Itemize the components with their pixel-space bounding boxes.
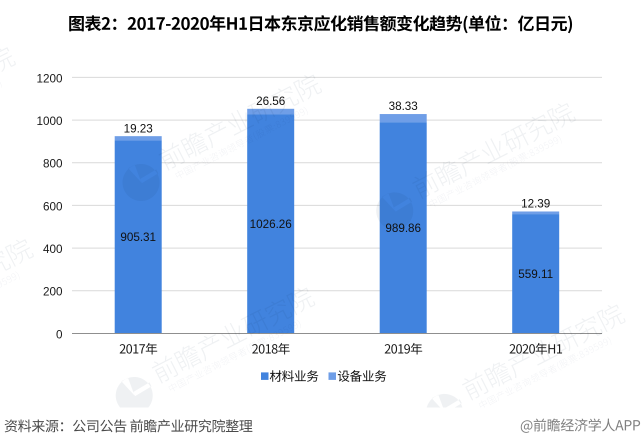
- svg-text:38.33: 38.33: [389, 100, 418, 113]
- svg-text:1026.26: 1026.26: [250, 218, 292, 231]
- svg-text:26.56: 26.56: [256, 95, 285, 108]
- svg-text:200: 200: [43, 286, 63, 299]
- svg-text:800: 800: [43, 158, 63, 171]
- svg-text:559.11: 559.11: [518, 268, 553, 281]
- svg-text:905.31: 905.31: [120, 231, 156, 244]
- svg-text:400: 400: [43, 243, 63, 256]
- svg-text:12.39: 12.39: [521, 198, 550, 211]
- svg-text:989.86: 989.86: [385, 222, 421, 235]
- svg-text:600: 600: [43, 200, 63, 213]
- svg-text:1000: 1000: [36, 115, 63, 128]
- svg-text:1200: 1200: [36, 72, 63, 85]
- svg-text:0: 0: [56, 328, 63, 341]
- svg-text:19.23: 19.23: [124, 122, 153, 135]
